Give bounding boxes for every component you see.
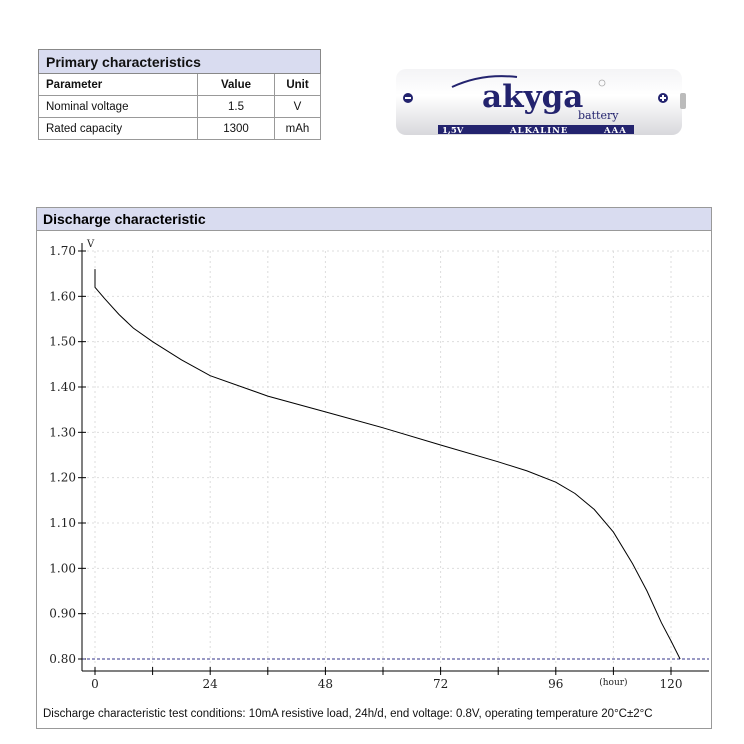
table-row: Rated capacity 1300 mAh [38,117,321,140]
battery-image: akyga battery 1,5V ALKALINE AAA [396,69,686,136]
cell-parameter: Nominal voltage [38,95,198,118]
x-tick-label: 0 [91,677,99,691]
table-row: Nominal voltage 1.5 V [38,95,321,118]
discharge-curve [94,269,681,660]
y-tick-label: 0.90 [49,607,76,621]
x-tick-label: 96 [548,677,563,691]
cell-parameter: Rated capacity [38,117,198,140]
test-conditions: Discharge characteristic test conditions… [43,708,653,720]
table-title: Primary characteristics [38,49,321,74]
voltage-label: 1,5V [442,126,464,136]
y-tick-label: 1.60 [49,289,76,303]
y-tick-label: 1.50 [49,335,76,349]
x-tick-label: 24 [203,677,219,691]
y-tick-label: 1.30 [49,425,76,439]
y-tick-label: 1.10 [49,516,76,530]
header-unit: Unit [274,73,321,96]
x-tick-label: 120 [660,677,683,691]
discharge-panel: Discharge characteristic Discharge chara… [36,207,712,729]
x-tick-label: 72 [433,677,448,691]
size-label: AAA [603,126,627,136]
brand-sub: battery [578,109,619,122]
x-tick-label: 48 [318,677,333,691]
y-tick-label: 0.80 [49,652,76,666]
cell-unit: mAh [274,117,321,140]
panel-title: Discharge characteristic [37,208,711,231]
x-axis-label: (hour) [599,677,627,688]
label-band [438,125,634,134]
chemistry-label: ALKALINE [509,126,568,136]
y-axis-label: V [86,239,95,250]
y-tick-label: 1.00 [49,561,76,575]
y-tick-label: 1.40 [49,380,76,394]
brand-logo: akyga [482,79,583,115]
primary-characteristics-table: Primary characteristics Parameter Value … [38,49,321,140]
y-tick-label: 1.20 [49,471,76,485]
y-tick-label: 1.70 [49,244,76,258]
